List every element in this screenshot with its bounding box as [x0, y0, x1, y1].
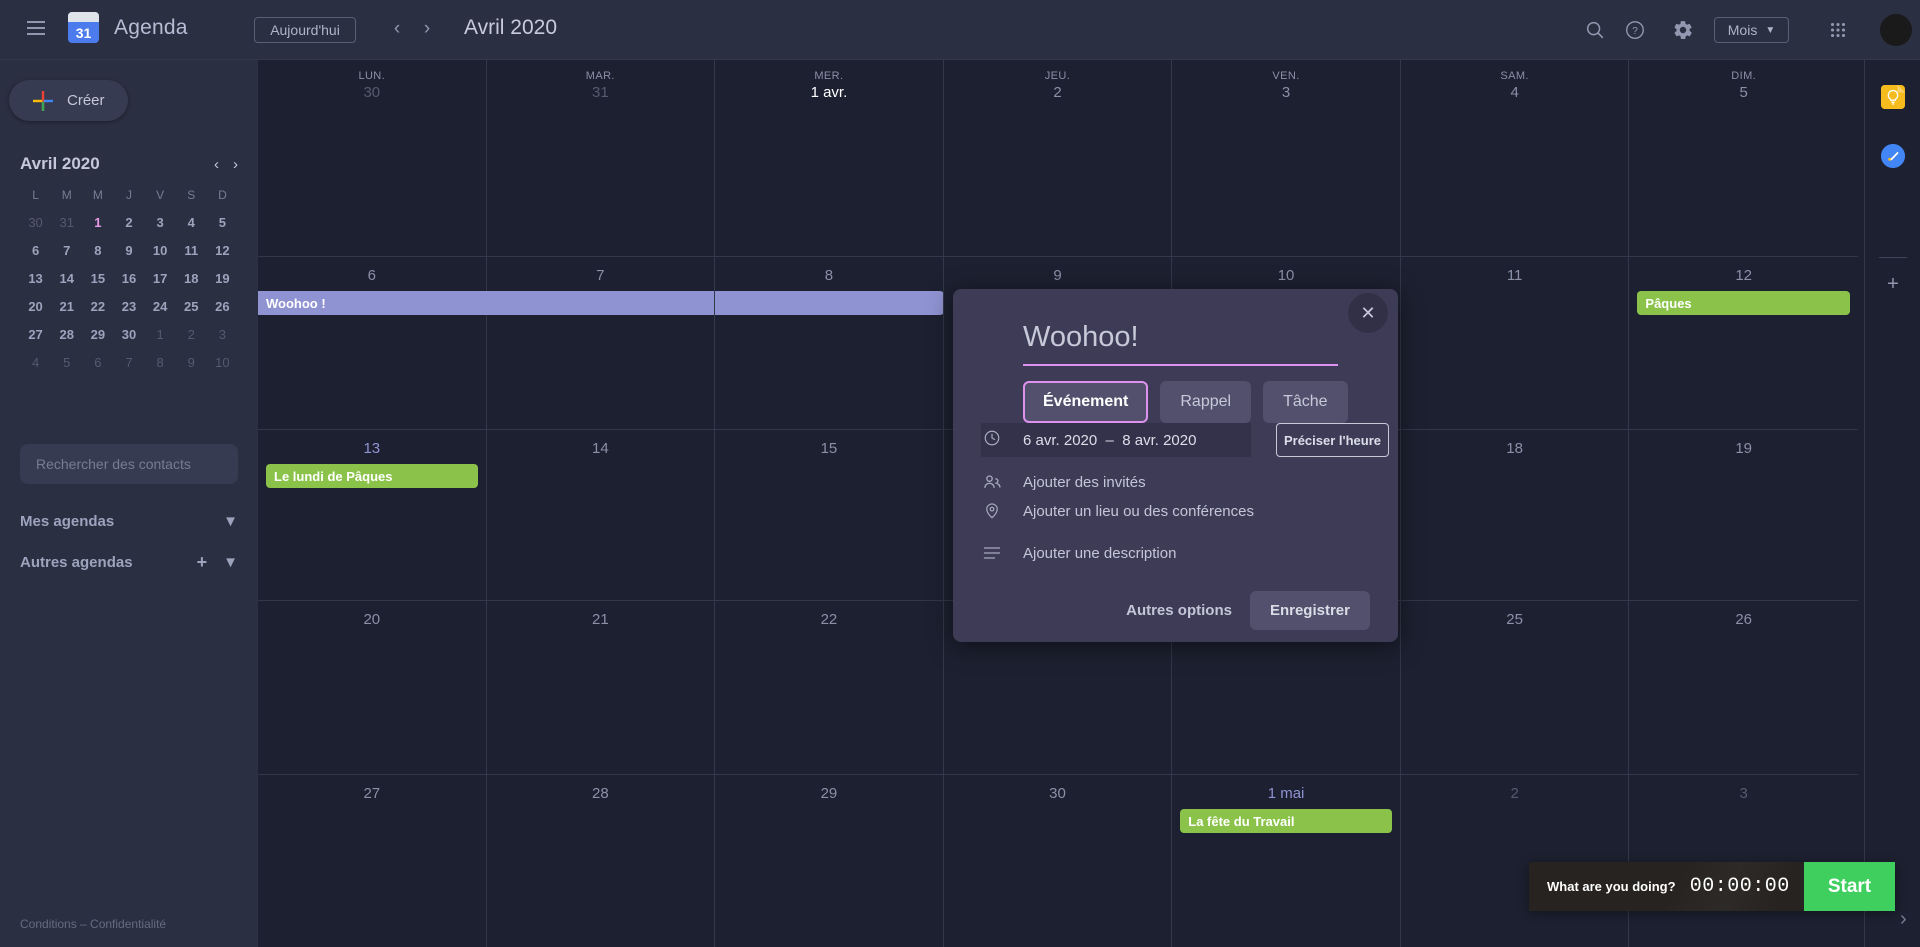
svg-text:?: ?: [1632, 26, 1638, 37]
